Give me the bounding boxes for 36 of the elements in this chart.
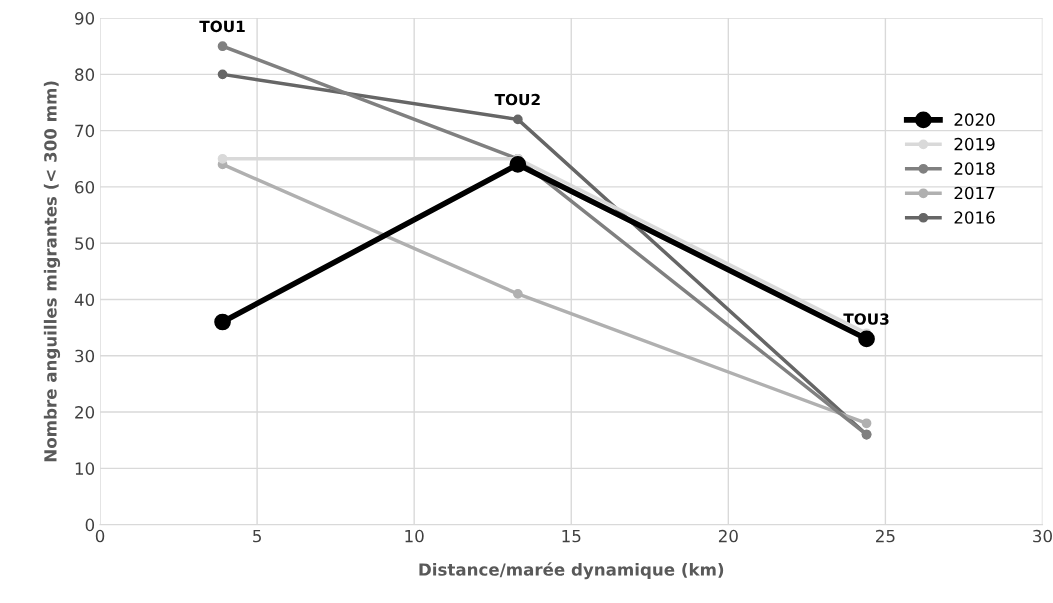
point <box>214 313 231 331</box>
y-tick-label: 0 <box>85 518 95 532</box>
legend-label: 2017 <box>954 186 995 200</box>
point <box>217 41 228 52</box>
point <box>217 153 228 164</box>
x-tick-label: 25 <box>876 529 895 543</box>
x-tick-label: 5 <box>253 529 261 543</box>
y-tick-label: 30 <box>75 349 95 363</box>
y-tick-label: 40 <box>74 293 95 307</box>
legend-label: 2016 <box>954 211 995 224</box>
y-tick-label: 70 <box>75 124 95 138</box>
x-tick-label: 20 <box>718 529 738 543</box>
legend-label: 2018 <box>954 162 995 175</box>
annotation: TOU3 <box>843 313 889 325</box>
legend-label: 2019 <box>954 137 995 151</box>
x-axis-title: Distance/marée dynamique (km) <box>419 562 724 580</box>
annotation: TOU2 <box>494 93 540 106</box>
annotation: TOU1 <box>199 20 245 33</box>
y-tick-label: 20 <box>75 406 95 419</box>
point <box>217 69 228 80</box>
point <box>509 156 527 173</box>
point <box>861 418 872 429</box>
point <box>512 114 523 125</box>
x-tick-label: 10 <box>405 529 424 543</box>
legend-label: 2020 <box>954 113 995 126</box>
x-tick-label: 30 <box>1033 529 1052 543</box>
point <box>512 289 523 299</box>
y-tick-label: 10 <box>75 462 95 475</box>
y-tick-label: 90 <box>75 12 95 25</box>
y-tick-label: 60 <box>75 180 95 194</box>
point <box>858 330 875 348</box>
x-tick-label: 0 <box>95 529 105 543</box>
y-tick-label: 80 <box>75 68 95 81</box>
y-axis-title: Nombre anguilles migrantes (< 300 mm) <box>43 81 61 462</box>
x-tick-label: 15 <box>562 529 581 543</box>
y-tick-label: 50 <box>75 237 95 250</box>
